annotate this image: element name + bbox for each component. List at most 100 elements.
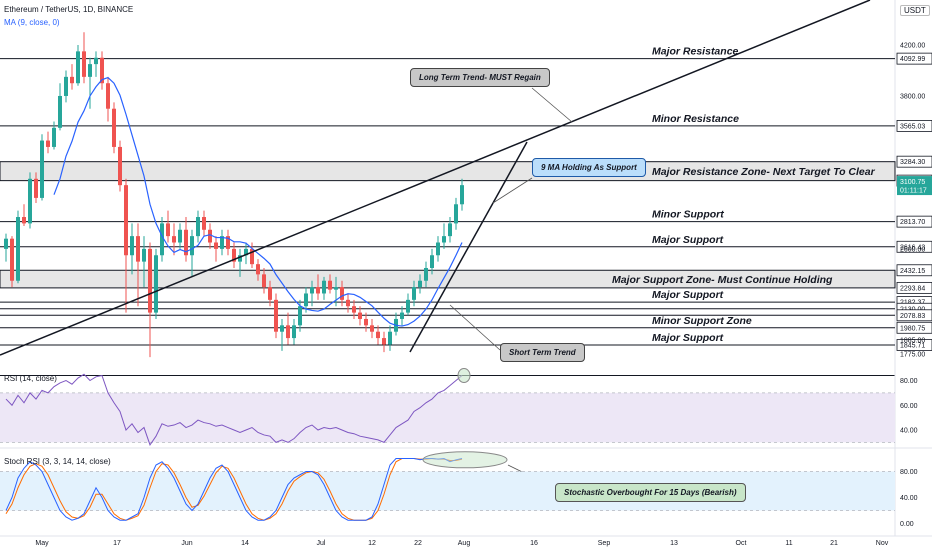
candle-body-49 (298, 306, 302, 326)
callout-leader-short (449, 304, 501, 351)
candle-body-63 (382, 338, 386, 345)
axis-tag-4-0: 2616.43 (900, 244, 925, 251)
candle-body-22 (136, 236, 140, 262)
candle-body-41 (250, 248, 254, 265)
x-tick-5: 12 (368, 540, 376, 547)
candle-body-44 (268, 287, 272, 300)
level-label-1: Minor Resistance (652, 113, 739, 125)
x-tick-7: Aug (458, 540, 471, 547)
candle-body-17 (106, 83, 110, 109)
level-label-10: Major Support (652, 332, 724, 344)
candle-body-33 (202, 217, 206, 230)
candle-body-43 (262, 274, 266, 288)
candle-body-61 (370, 325, 374, 332)
candle-body-74 (448, 223, 452, 237)
candle-body-29 (178, 229, 182, 243)
candle-body-48 (292, 325, 296, 339)
x-tick-13: 21 (830, 540, 838, 547)
candle-body-35 (214, 242, 218, 249)
stoch-d-line (5, 457, 463, 521)
axis-tag-bg-5-1 (896, 281, 932, 294)
callout-ma-support: 9 MA Holding As Support (532, 158, 646, 177)
candle-body-1 (10, 238, 14, 281)
candle-body-51 (310, 287, 314, 294)
candle-body-36 (220, 236, 224, 249)
candle-body-9 (58, 95, 62, 128)
axis-tag-bg-3-0 (896, 215, 932, 228)
candle-body-2 (16, 217, 20, 281)
stoch-tick-1: 40.00 (900, 495, 918, 502)
candle-body-71 (430, 255, 434, 268)
candle-body-75 (454, 204, 458, 224)
candle-body-11 (70, 76, 74, 84)
callout-short-term-trend: Short Term Trend (500, 343, 585, 362)
callout-long-term-trend: Long Term Trend- MUST Regain (410, 68, 550, 87)
axis-tag-bg-4-0 (896, 240, 932, 253)
candle-body-66 (400, 312, 404, 319)
candle-body-47 (286, 325, 290, 339)
axis-tag-bg-5-0 (896, 264, 932, 277)
price-tick-0: 4200.00 (900, 43, 925, 50)
candle-body-57 (346, 299, 350, 307)
x-tick-11: Oct (736, 540, 747, 547)
callout-stoch-overbought: Stochastic Overbought For 15 Days (Beari… (555, 483, 746, 502)
candle-body-39 (238, 255, 242, 262)
candle-body-15 (94, 57, 98, 65)
price-tick-4: 1775.00 (900, 352, 925, 359)
axis-tag-0-0: 4092.99 (900, 56, 925, 63)
stoch-tick-2: 0.00 (900, 521, 914, 528)
x-tick-8: 16 (530, 540, 538, 547)
axis-tag-bg-10-0 (896, 339, 932, 351)
candle-body-69 (418, 280, 422, 288)
axis-tag-bg-9-0 (896, 321, 932, 334)
candle-body-3 (22, 217, 26, 224)
level-zone-5 (0, 269, 896, 289)
candle-body-59 (358, 312, 362, 319)
last-price-value: 3100.75 (900, 179, 925, 186)
candle-body-56 (340, 287, 344, 300)
stoch-legend: Stoch RSI (3, 3, 14, 14, close) (4, 457, 111, 466)
candle-body-38 (232, 248, 236, 262)
candle-body-72 (436, 242, 440, 256)
rsi-line (5, 373, 463, 446)
candle-body-19 (118, 146, 122, 186)
x-tick-6: 22 (414, 540, 422, 547)
x-tick-4: Jul (317, 540, 326, 547)
stoch-tick-0: 80.00 (900, 469, 918, 476)
candle-body-28 (172, 236, 176, 243)
level-label-3: Minor Support (652, 209, 724, 221)
axis-tag-5-1: 2293.84 (900, 285, 925, 292)
axis-tag-10-0: 1845.71 (900, 342, 925, 349)
last-price-time: 01:11:17 (900, 188, 927, 195)
candle-body-7 (46, 140, 50, 147)
callout-leader-long (531, 87, 573, 123)
stoch-band (0, 471, 895, 511)
candle-body-0 (4, 238, 8, 249)
rsi-tick-2: 40.00 (900, 428, 918, 435)
axis-tag-8-0: 2078.83 (900, 313, 925, 320)
candle-body-76 (460, 185, 464, 205)
candle-body-60 (364, 318, 368, 326)
candle-body-55 (334, 287, 338, 290)
price-tick-1: 3800.00 (900, 93, 925, 100)
candle-body-37 (226, 236, 230, 249)
axis-tag-2-0: 3284.30 (900, 159, 925, 166)
candle-body-64 (388, 331, 392, 345)
candle-body-34 (208, 229, 212, 243)
candle-body-52 (316, 287, 320, 294)
price-tick-2: 2600.00 (900, 246, 925, 253)
candle-body-67 (406, 299, 410, 313)
level-label-6: Major Support (652, 289, 724, 301)
candle-body-53 (322, 280, 326, 294)
level-label-2: Major Resistance Zone- Next Target To Cl… (652, 166, 876, 178)
currency-badge[interactable]: USDT (900, 5, 930, 16)
x-tick-9: Sep (598, 540, 611, 547)
candle-body-42 (256, 264, 260, 275)
candle-body-26 (160, 223, 164, 256)
candle-body-20 (124, 185, 128, 256)
axis-tag-bg-0-0 (896, 52, 932, 65)
candle-body-5 (34, 178, 38, 198)
candle-body-50 (304, 293, 308, 307)
